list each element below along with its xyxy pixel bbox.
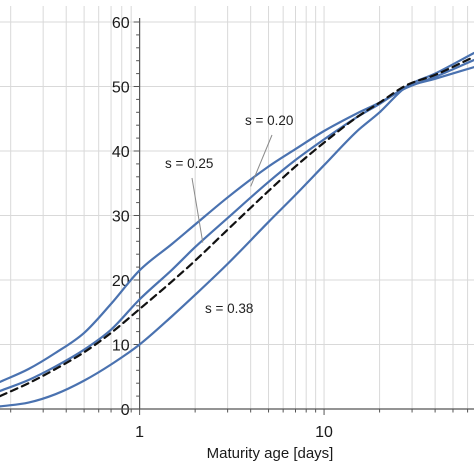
annotation-leader-line	[250, 134, 273, 187]
series-line-reference-dashed	[0, 55, 474, 398]
y-tick-label: 20	[112, 273, 130, 290]
axes: 0 10 20 30 40 50 60 1 10	[0, 15, 474, 441]
annotations: s = 0.20 s = 0.25 s = 0.38	[165, 113, 293, 316]
annotation-label: s = 0.38	[205, 301, 253, 316]
x-tick-label: 1	[135, 424, 144, 441]
y-tick-label: 0	[121, 402, 130, 419]
series-line-2	[0, 51, 474, 408]
x-axis-title: Maturity age [days]	[207, 445, 334, 462]
series-group	[0, 51, 474, 408]
y-tick-label: 30	[112, 209, 130, 226]
annotation-label: s = 0.25	[165, 156, 213, 171]
series-line-1	[0, 66, 474, 393]
series-line-0	[0, 58, 474, 384]
y-tick-label: 50	[112, 80, 130, 97]
annotation-label: s = 0.20	[245, 113, 293, 128]
x-tick-label: 10	[315, 424, 333, 441]
gridlines	[0, 6, 474, 409]
y-tick-label: 10	[112, 338, 130, 355]
y-tick-label: 40	[112, 144, 130, 161]
annotation-leader-line	[191, 177, 204, 243]
y-tick-label: 60	[112, 15, 130, 32]
